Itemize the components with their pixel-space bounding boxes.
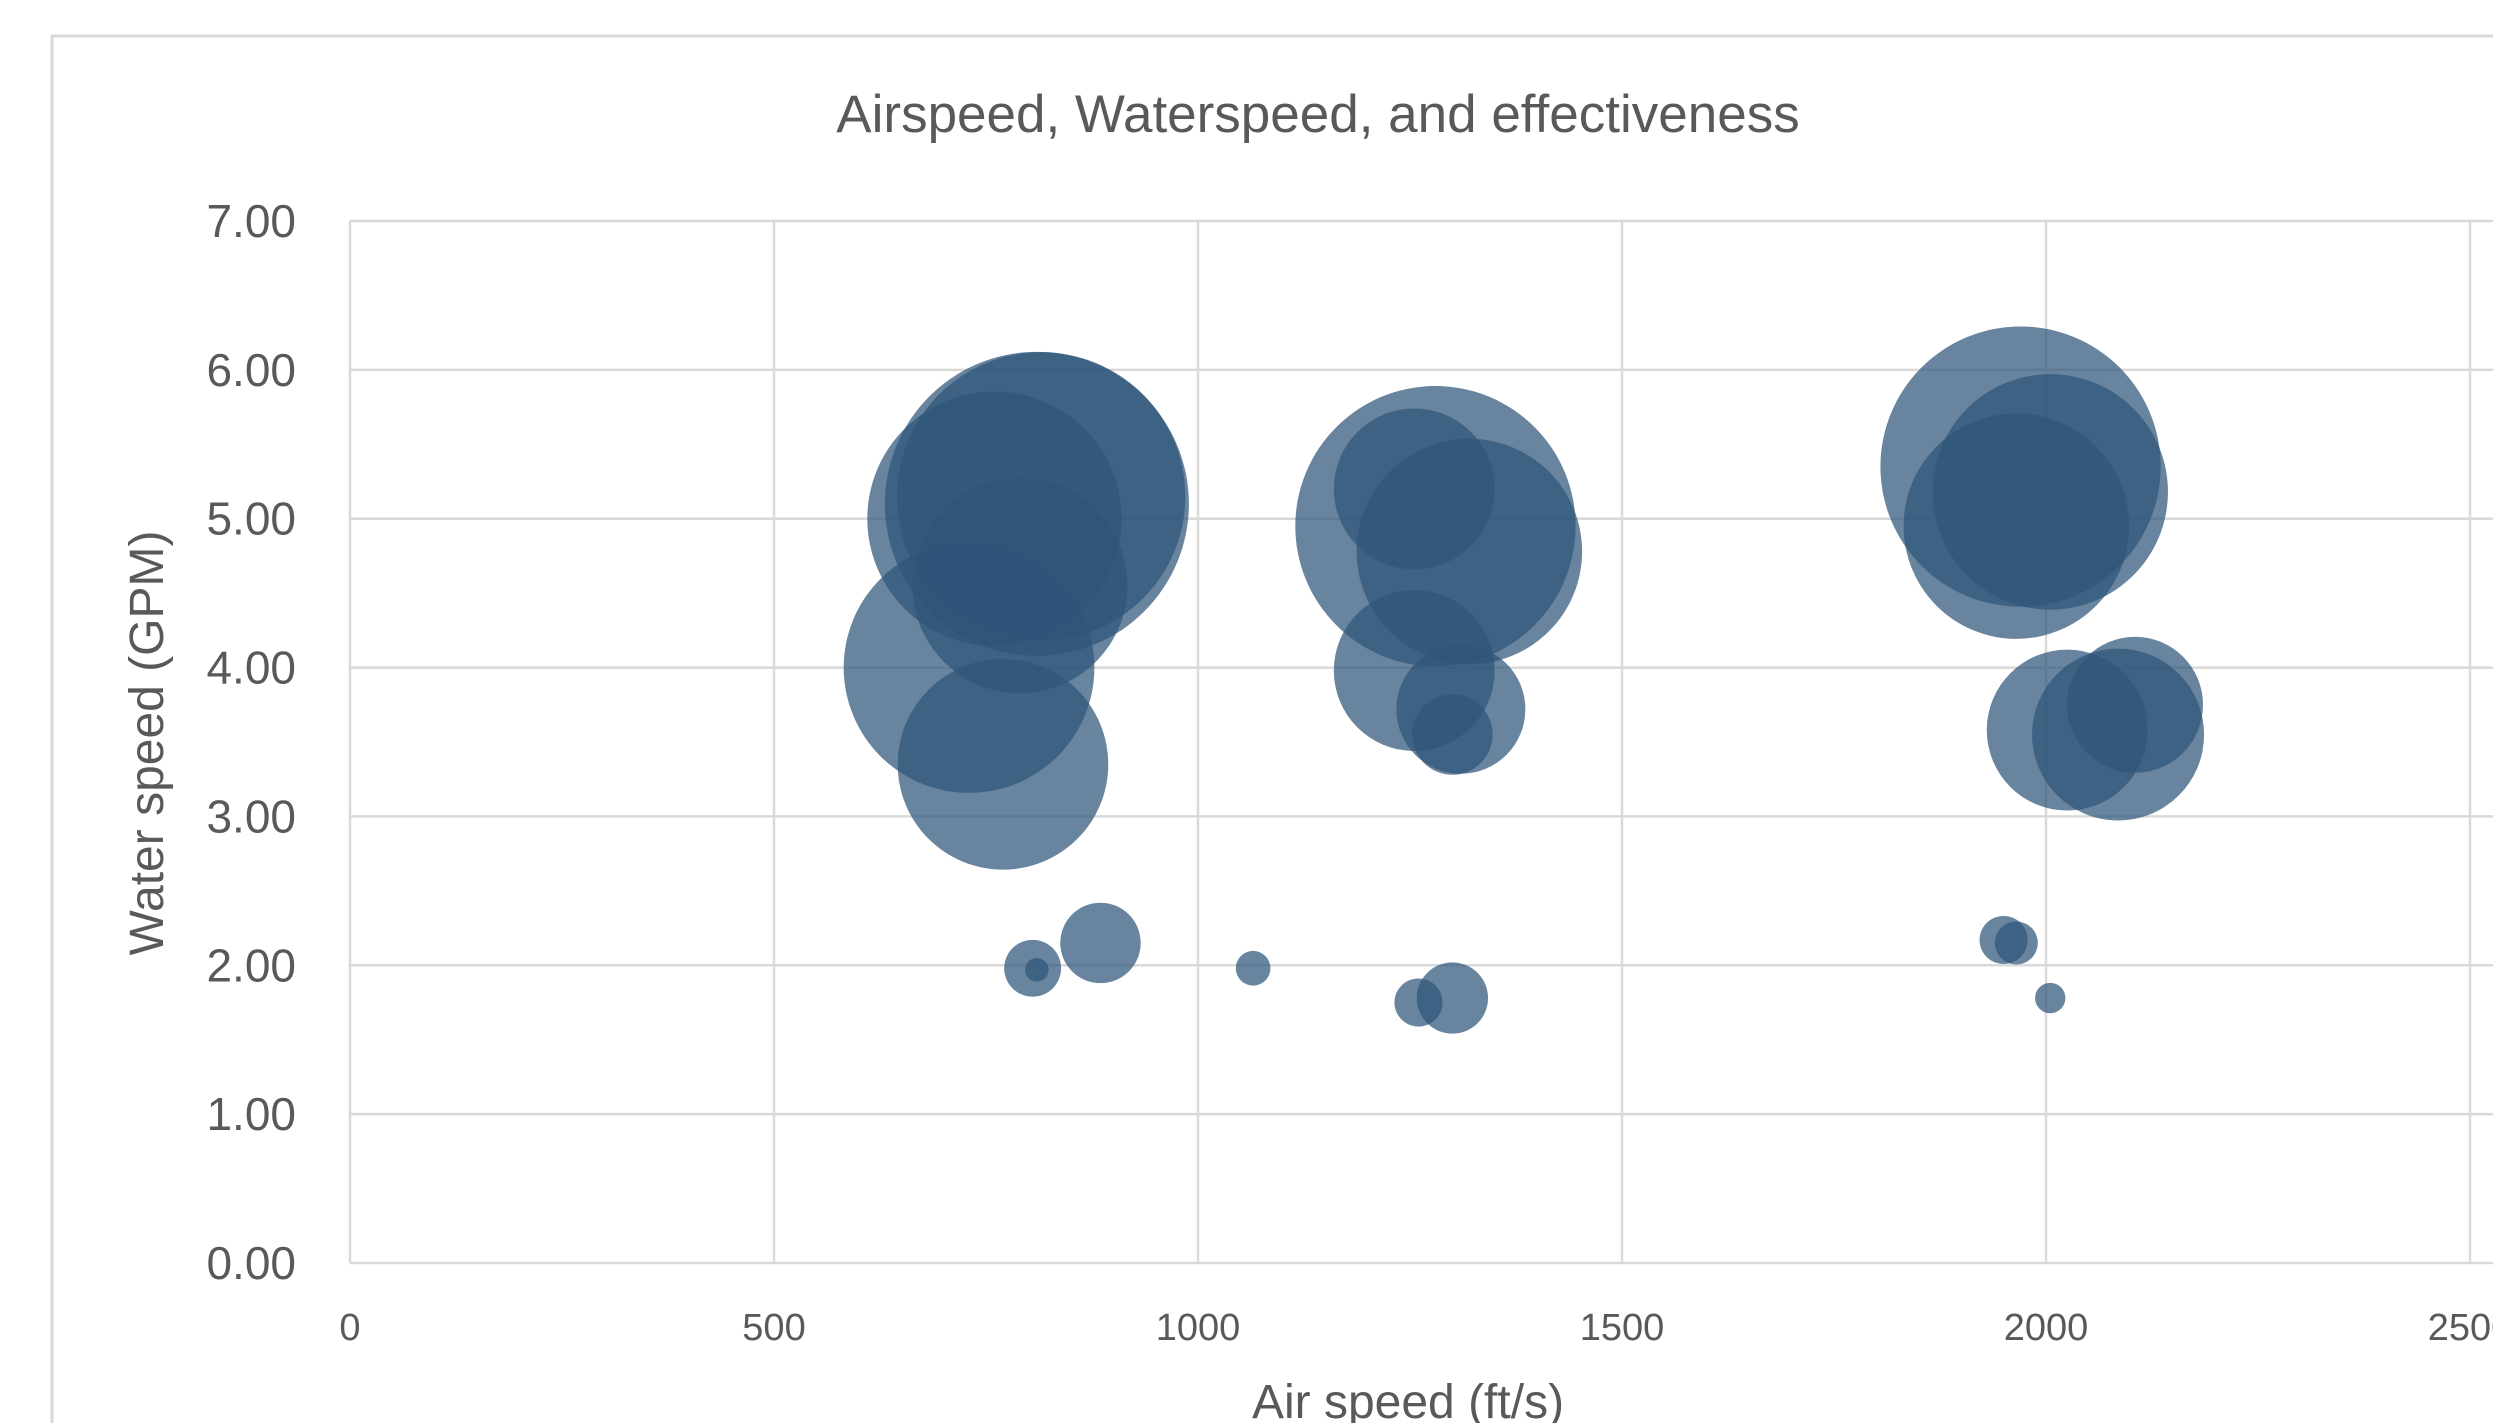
chart-title: Airspeed, Waterspeed, and effectiveness bbox=[836, 85, 1799, 144]
x-tick-label: 2500 bbox=[2428, 1307, 2493, 1349]
bubble-point bbox=[898, 659, 1109, 870]
bubble-point bbox=[1995, 921, 2038, 964]
x-tick-label: 1000 bbox=[1156, 1307, 1241, 1349]
y-tick-label: 5.00 bbox=[206, 493, 296, 545]
bubble-point bbox=[1025, 958, 1049, 982]
bubble-point bbox=[1904, 413, 2129, 638]
x-tick-label: 0 bbox=[339, 1307, 360, 1349]
bubble-point bbox=[2035, 983, 2065, 1013]
y-tick-label: 4.00 bbox=[206, 642, 296, 694]
y-tick-label: 7.00 bbox=[206, 195, 296, 247]
y-tick-label: 1.00 bbox=[206, 1088, 296, 1140]
x-tick-label: 500 bbox=[742, 1307, 805, 1349]
x-tick-label: 2000 bbox=[2004, 1307, 2089, 1349]
x-tick-label: 1500 bbox=[1580, 1307, 1665, 1349]
bubble-point bbox=[1394, 978, 1442, 1026]
y-tick-label: 6.00 bbox=[206, 344, 296, 396]
x-axis-label: Air speed (ft/s) bbox=[1252, 1376, 1564, 1423]
y-tick-label: 3.00 bbox=[206, 790, 296, 842]
bubble-point bbox=[1060, 903, 1140, 983]
y-tick-label: 2.00 bbox=[206, 939, 296, 991]
bubble-point bbox=[2032, 649, 2204, 821]
bubble-point bbox=[1236, 951, 1271, 986]
y-tick-label: 0.00 bbox=[206, 1237, 296, 1289]
y-axis-label: Water speed (GPM) bbox=[121, 531, 174, 956]
bubble-point bbox=[1412, 694, 1492, 774]
